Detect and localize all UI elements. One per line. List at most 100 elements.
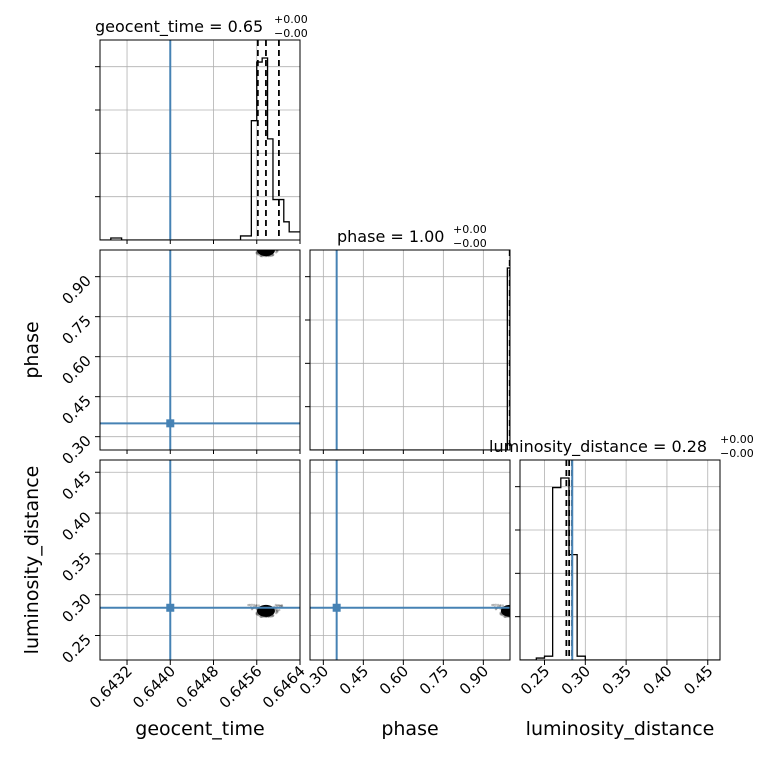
- sample-point: [252, 246, 254, 248]
- panel-geocent_time-vs-luminosity_distance: 0.25 0.30 0.35 0.40 0.45 0.64320.64400.64480.…: [58, 459, 309, 712]
- sample-point: [275, 243, 277, 245]
- tick-label-luminosity_distance: 0.40: [639, 662, 675, 698]
- title-luminosity_distance: luminosity_distance = 0.28: [489, 437, 707, 457]
- sample-point: [276, 244, 278, 246]
- tick-label-geocent_time: 0.6448: [172, 662, 222, 712]
- sample-point: [259, 254, 262, 258]
- title-geocent_time-minus: −0.00: [274, 27, 308, 40]
- histogram-luminosity_distance: [520, 477, 720, 660]
- sample-point: [525, 605, 527, 607]
- sample-point: [253, 245, 255, 247]
- sample-point: [255, 613, 259, 616]
- sample-point: [273, 245, 275, 247]
- tick-label-luminosity_distance: 0.35: [599, 662, 635, 698]
- tick-label-phase: 0.60: [376, 662, 412, 698]
- sample-point: [248, 603, 252, 607]
- title-phase: phase = 1.00: [337, 227, 444, 246]
- sample-point: [499, 612, 502, 615]
- sample-point: [500, 613, 503, 617]
- sample-point: [250, 603, 254, 607]
- panel-frame: [99, 459, 301, 661]
- sample-point: [281, 245, 283, 247]
- tick-label-phase: 0.60: [58, 352, 94, 388]
- sample-point: [274, 247, 276, 249]
- sample-point: [522, 609, 524, 611]
- sample-point: [494, 603, 498, 607]
- tick-label-phase: 0.75: [58, 312, 94, 348]
- tick-label-geocent_time: 0.6456: [216, 662, 266, 712]
- sample-point: [503, 615, 506, 618]
- sample-point: [281, 243, 283, 245]
- sample-point: [278, 608, 281, 612]
- sample-point: [278, 604, 281, 607]
- truth-marker: [166, 419, 175, 428]
- panel-frame: [99, 39, 301, 241]
- sample-point: [524, 605, 526, 607]
- sample-point: [515, 606, 517, 608]
- sample-point: [492, 603, 496, 607]
- sample-point: [275, 250, 279, 253]
- sample-point: [276, 610, 279, 613]
- sample-point: [253, 246, 255, 248]
- panel-content: [520, 460, 720, 660]
- xlabel-luminosity_distance: luminosity_distance: [526, 718, 715, 740]
- tick-label-luminosity_distance: 0.45: [58, 467, 94, 503]
- panel-luminosity_distance-hist: 0.25 0.30 0.35 0.40 0.45: [515, 459, 721, 698]
- sample-point: [277, 243, 279, 245]
- sample-point: [251, 243, 253, 245]
- tick-label-phase: 0.75: [416, 662, 452, 698]
- sample-point: [255, 251, 258, 254]
- histogram-phase: [310, 267, 510, 450]
- tick-label-luminosity_distance: 0.30: [58, 590, 94, 626]
- panel-content: [310, 250, 510, 450]
- sample-point: [279, 244, 281, 246]
- ylabel-phase: phase: [21, 321, 43, 378]
- tick-label-luminosity_distance: 0.25: [58, 631, 94, 667]
- tick-label-geocent_time: 0.6440: [129, 662, 179, 712]
- sample-point: [276, 603, 280, 607]
- truth-marker: [166, 603, 175, 612]
- tick-label-luminosity_distance: 0.45: [680, 662, 716, 698]
- sample-point: [260, 615, 263, 619]
- sample-point: [255, 252, 259, 255]
- panel-content: [100, 243, 300, 450]
- sample-point: [516, 614, 518, 616]
- ylabel-luminosity_distance: luminosity_distance: [21, 466, 43, 655]
- sample-point: [255, 604, 258, 607]
- tick-label-luminosity_distance: 0.35: [58, 549, 94, 585]
- title-luminosity_distance-plus: +0.00: [720, 433, 754, 446]
- panel-geocent_time-hist: [95, 39, 301, 244]
- sample-point: [271, 614, 275, 618]
- sample-point: [255, 247, 257, 249]
- sample-point: [250, 245, 252, 247]
- histogram-geocent_time: [100, 57, 300, 240]
- sample-point: [499, 613, 502, 616]
- tick-label-luminosity_distance: 0.40: [58, 508, 94, 544]
- panel-frame: [309, 459, 511, 661]
- sample-point: [256, 613, 260, 617]
- sample-point: [278, 604, 281, 607]
- sample-point: [511, 616, 513, 618]
- sample-point: [251, 247, 253, 249]
- sample-point: [274, 251, 278, 254]
- sample-point: [522, 605, 524, 607]
- title-luminosity_distance-minus: −0.00: [720, 447, 754, 460]
- tick-label-phase: 0.90: [58, 272, 94, 308]
- sample-point: [516, 611, 518, 613]
- title-phase-minus: −0.00: [453, 237, 487, 250]
- title-geocent_time-plus: +0.00: [274, 13, 308, 26]
- panel-content: [100, 460, 300, 660]
- xlabel-phase: phase: [381, 718, 438, 740]
- tick-label-geocent_time: 0.6432: [86, 662, 136, 712]
- tick-label-luminosity_distance: 0.30: [558, 662, 594, 698]
- sample-point: [251, 246, 253, 248]
- sample-point: [260, 254, 263, 258]
- sample-point: [257, 604, 261, 607]
- sample-point: [271, 253, 275, 257]
- sample-point: [271, 246, 273, 248]
- xlabel-geocent_time: geocent_time: [135, 718, 264, 740]
- sample-point: [247, 243, 249, 245]
- sample-point: [279, 604, 283, 608]
- sample-point: [271, 254, 274, 257]
